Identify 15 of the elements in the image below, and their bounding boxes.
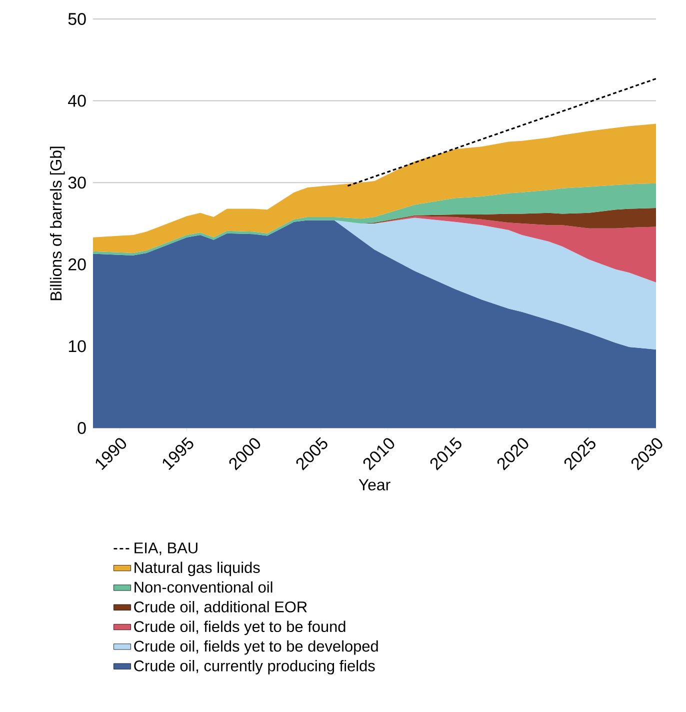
legend-label: Crude oil, currently producing fields: [134, 660, 375, 674]
legend-label: Crude oil, additional EOR: [134, 601, 307, 614]
legend-label: Natural gas liquids: [134, 562, 260, 576]
legend-label: Crude oil, fields yet to be found: [134, 620, 346, 636]
y-tick-label: 0: [78, 422, 86, 434]
x-axis-title: Year: [358, 479, 390, 490]
y-tick-label: 10: [68, 340, 86, 352]
legend-label: Non-conventional oil: [134, 581, 272, 593]
y-tick-label: 40: [68, 94, 86, 107]
y-axis-title: Billions of barrels [Gb]: [50, 146, 65, 300]
y-tick-label: 30: [68, 176, 86, 189]
y-tick-label: 20: [68, 258, 86, 270]
y-tick-label: 50: [68, 13, 86, 26]
legend-label: Crude oil, fields yet to be developed: [134, 640, 378, 655]
legend-label: EIA, BAU: [134, 542, 198, 556]
